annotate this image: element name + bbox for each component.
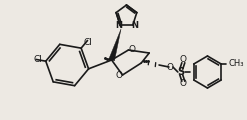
Text: O: O bbox=[166, 63, 173, 72]
Text: O: O bbox=[179, 79, 186, 89]
Text: O: O bbox=[129, 45, 136, 54]
Text: Cl: Cl bbox=[83, 38, 92, 47]
Text: S: S bbox=[177, 67, 184, 77]
Text: CH₃: CH₃ bbox=[228, 60, 244, 69]
Text: N: N bbox=[115, 21, 122, 30]
Text: Cl: Cl bbox=[33, 55, 42, 64]
Text: O: O bbox=[115, 72, 122, 81]
Polygon shape bbox=[109, 29, 121, 61]
Text: O: O bbox=[179, 55, 186, 65]
Text: N: N bbox=[131, 21, 138, 30]
